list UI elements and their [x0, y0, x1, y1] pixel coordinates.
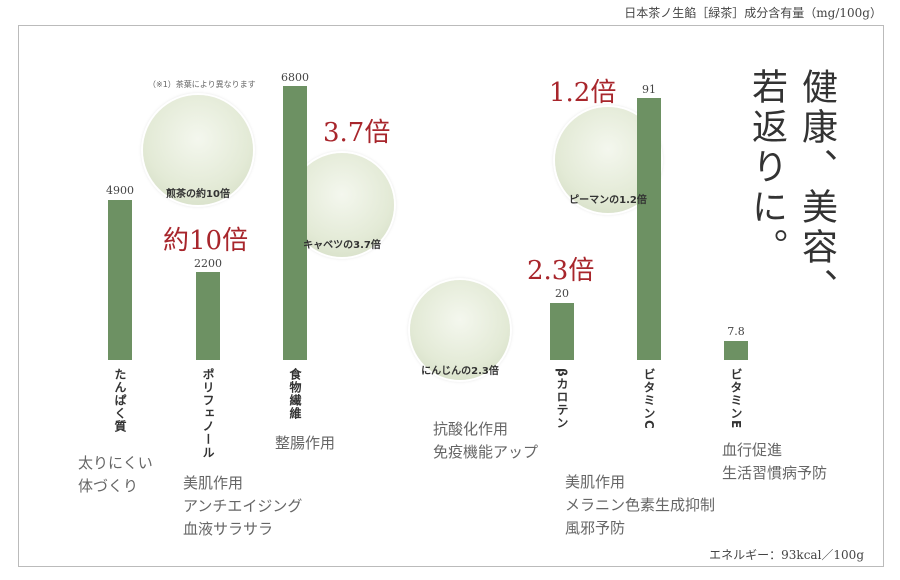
nutrient-name: ビタミンE [729, 368, 743, 430]
tea-image [143, 95, 253, 205]
multiplier: 2.3倍 [527, 256, 595, 286]
value-label: 6800 [281, 71, 309, 84]
value-label: 2200 [194, 257, 222, 270]
nutrient-name: βカロテン [555, 368, 569, 430]
multiplier: 3.7倍 [323, 118, 391, 148]
multiplier: 約10倍 [163, 226, 249, 256]
bar [724, 341, 748, 360]
value-label: 20 [555, 287, 569, 300]
effects: 抗酸化作用免疫機能アップ [433, 418, 538, 464]
effect: 血液サラサラ [183, 520, 274, 538]
image-caption: にんじんの2.3倍 [421, 366, 499, 377]
effect: メラニン色素生成抑制 [565, 496, 716, 514]
effect: 生活習慣病予防 [722, 464, 828, 482]
effect: アンチエイジング [183, 497, 303, 515]
nutrient-name: ポリフェノール [201, 368, 215, 459]
bar [283, 86, 307, 360]
nutrient-name: たんぱく質 [113, 368, 127, 433]
note: （※1）茶葉により異なります [148, 80, 256, 89]
effect: 免疫機能アップ [433, 443, 539, 461]
cabbage-image [290, 153, 394, 257]
effect: 美肌作用 [565, 473, 626, 491]
value-label: 4900 [106, 184, 134, 197]
effect: 体づくり [78, 477, 139, 495]
title: 日本茶ノ生餡［緑茶］成分含有量（mg/100g） [624, 6, 882, 20]
value-label: 91 [642, 83, 656, 96]
nutrient-name: ビタミンC [642, 368, 656, 430]
bar [196, 272, 220, 360]
effects: 血行促進生活習慣病予防 [722, 439, 827, 485]
effect: 風邪予防 [565, 519, 626, 537]
effects: 整腸作用 [275, 432, 335, 455]
effects: 美肌作用メラニン色素生成抑制 風邪予防 [565, 471, 715, 540]
slogan-line: 若返りに。 [746, 68, 787, 268]
value-label: 7.8 [727, 325, 745, 338]
image-caption: 煎茶の約10倍 [166, 189, 230, 200]
image-caption: ピーマンの1.2倍 [569, 195, 647, 206]
effects: 太りにくい 体づくり [78, 452, 153, 498]
effect: 太りにくい [78, 454, 153, 472]
effect: 抗酸化作用 [433, 420, 509, 438]
multiplier: 1.2倍 [549, 78, 617, 108]
nutrient-name: 食物繊維 [288, 368, 302, 420]
effect: 美肌作用 [183, 474, 244, 492]
effect: 血行促進 [722, 441, 783, 459]
effect: 整腸作用 [275, 434, 336, 452]
effects: 美肌作用アンチエイジング 血液サラサラ [183, 472, 302, 541]
carrot-image [410, 280, 510, 380]
slogan-line: 健康、美容、 [796, 68, 837, 308]
bar [550, 303, 574, 360]
frame [18, 25, 884, 567]
bar [637, 98, 661, 360]
energy: エネルギー：93kcal／100g [709, 548, 864, 562]
image-caption: キャベツの3.7倍 [303, 240, 381, 251]
bar [108, 200, 132, 360]
